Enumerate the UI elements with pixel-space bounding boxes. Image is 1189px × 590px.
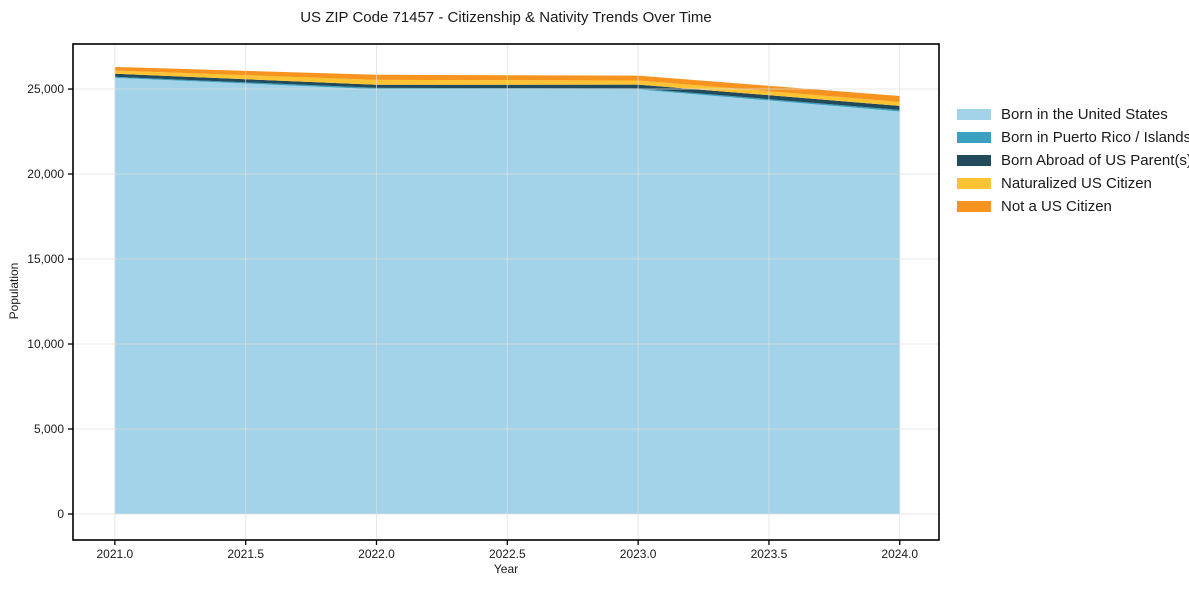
x-tick-label: 2021.5 — [227, 547, 264, 561]
area-not-a-us-citizen — [114, 66, 900, 102]
y-tick-label: 25,000 — [27, 82, 64, 96]
legend-item-not-a-us-citizen: Not a US Citizen — [957, 195, 1189, 218]
y-tick-label: 5,000 — [34, 422, 64, 436]
x-tick-label: 2022.5 — [489, 547, 526, 561]
legend-swatch-icon — [957, 201, 991, 212]
y-tick-label: 0 — [57, 507, 64, 521]
legend: Born in the United States Born in Puerto … — [957, 103, 1189, 218]
legend-label: Born in the United States — [1001, 106, 1168, 123]
legend-label: Naturalized US Citizen — [1001, 175, 1152, 192]
x-tick-label: 2022.0 — [358, 547, 395, 561]
plot-border — [72, 43, 940, 541]
y-tick-label: 15,000 — [27, 252, 64, 266]
area-born-in-puerto-rico-islands — [114, 76, 900, 112]
y-tick-label: 10,000 — [27, 337, 64, 351]
legend-label: Born Abroad of US Parent(s) — [1001, 152, 1189, 169]
legend-swatch-icon — [957, 132, 991, 143]
x-tick-label: 2023.5 — [751, 547, 788, 561]
chart-title: US ZIP Code 71457 - Citizenship & Nativi… — [300, 9, 712, 26]
legend-swatch-icon — [957, 109, 991, 120]
area-naturalized-us-citizen — [114, 70, 900, 106]
legend-label: Born in Puerto Rico / Islands — [1001, 129, 1189, 146]
legend-item-born-in-puerto-rico-islands: Born in Puerto Rico / Islands — [957, 126, 1189, 149]
legend-item-born-in-the-united-states: Born in the United States — [957, 103, 1189, 126]
y-tick-label: 20,000 — [27, 167, 64, 181]
legend-item-born-abroad-of-us-parent-s: Born Abroad of US Parent(s) — [957, 149, 1189, 172]
x-axis-label: Year — [493, 562, 519, 576]
y-axis-label: Population — [7, 262, 21, 320]
x-tick-label: 2023.0 — [620, 547, 657, 561]
area-born-abroad-of-us-parent-s — [114, 73, 900, 110]
x-tick-label: 2024.0 — [881, 547, 918, 561]
legend-swatch-icon — [957, 155, 991, 166]
legend-label: Not a US Citizen — [1001, 198, 1112, 215]
x-tick-label: 2021.0 — [97, 547, 134, 561]
legend-item-naturalized-us-citizen: Naturalized US Citizen — [957, 172, 1189, 195]
legend-swatch-icon — [957, 178, 991, 189]
